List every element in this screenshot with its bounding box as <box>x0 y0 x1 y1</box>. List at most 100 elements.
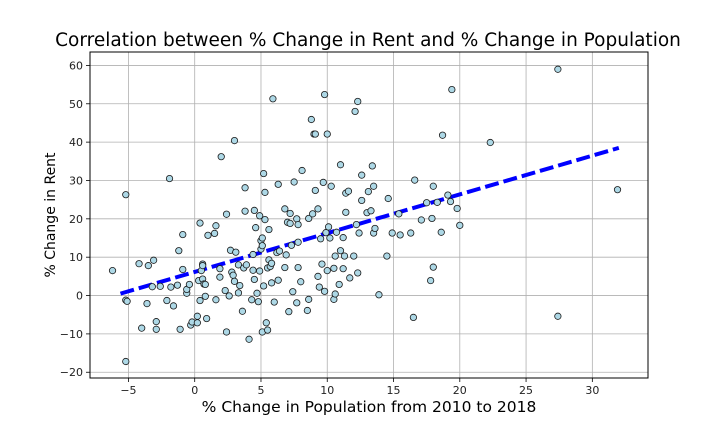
data-point <box>264 326 272 334</box>
x-tick-label: 5 <box>257 384 264 397</box>
data-point <box>409 313 418 322</box>
data-point <box>344 187 353 195</box>
data-point <box>253 289 261 297</box>
data-point <box>143 299 151 308</box>
x-tick-label: 0 <box>191 384 198 397</box>
data-point <box>196 296 204 305</box>
data-point <box>340 252 349 260</box>
data-point <box>350 252 358 260</box>
y-tick-label: 10 <box>69 251 83 264</box>
data-point <box>613 186 622 194</box>
data-point <box>305 295 313 303</box>
data-point <box>216 273 224 281</box>
x-tick-label: 15 <box>387 384 401 397</box>
data-point <box>358 196 366 205</box>
data-point <box>108 267 117 275</box>
data-point <box>407 229 415 237</box>
data-point <box>444 191 452 199</box>
data-point <box>314 272 322 280</box>
data-point <box>339 234 347 242</box>
data-point <box>270 298 278 306</box>
data-point <box>234 289 243 297</box>
data-point <box>289 288 297 296</box>
data-point <box>204 231 212 239</box>
y-tick-label: 30 <box>69 174 83 187</box>
data-point <box>383 252 391 260</box>
data-point <box>193 319 201 327</box>
x-tick-label: 20 <box>453 384 467 397</box>
x-axis-label: % Change in Population from 2010 to 2018 <box>202 398 537 416</box>
x-axis: −5 0 5 10 15 20 25 30 <box>120 378 599 397</box>
data-point <box>315 283 323 291</box>
data-point <box>165 174 174 183</box>
data-point <box>358 171 366 179</box>
data-point <box>453 204 461 213</box>
data-point <box>217 153 225 161</box>
data-point <box>332 228 341 236</box>
data-point <box>245 335 253 343</box>
data-point <box>371 224 379 233</box>
data-point <box>249 266 257 274</box>
data-point <box>275 247 284 255</box>
data-point <box>354 97 362 106</box>
data-point <box>232 248 240 256</box>
data-point <box>456 221 464 229</box>
data-point <box>176 325 184 333</box>
data-point <box>417 216 425 224</box>
data-point <box>423 199 431 207</box>
y-tick-label: 20 <box>69 213 83 226</box>
data-point <box>293 215 301 223</box>
data-point <box>307 115 315 124</box>
data-point <box>221 286 229 295</box>
data-point <box>144 262 152 270</box>
data-point <box>234 261 243 269</box>
data-point <box>230 136 239 145</box>
data-point <box>286 209 294 218</box>
data-point <box>148 283 156 291</box>
y-tick-label: 40 <box>69 136 83 149</box>
data-point <box>294 220 302 229</box>
data-point <box>152 325 160 333</box>
data-point <box>236 281 244 290</box>
plot-frame <box>89 51 649 379</box>
data-point <box>368 162 376 170</box>
y-tick-label: −20 <box>60 366 83 379</box>
data-point <box>254 298 262 306</box>
data-point <box>293 299 301 307</box>
data-point <box>428 214 436 223</box>
data-point <box>248 296 256 304</box>
data-point <box>210 229 219 238</box>
data-point <box>196 219 204 227</box>
data-point <box>252 224 260 232</box>
data-point <box>123 297 131 305</box>
data-point <box>274 276 282 284</box>
data-point <box>175 247 183 255</box>
data-point <box>258 234 266 242</box>
data-point <box>317 235 325 243</box>
data-point <box>355 229 363 237</box>
data-point <box>331 290 339 298</box>
y-axis: −20 −10 0 10 20 30 40 50 60 <box>60 59 90 379</box>
data-point <box>122 357 130 366</box>
data-point <box>285 308 293 316</box>
data-point <box>327 182 335 190</box>
data-point <box>319 178 327 186</box>
data-point <box>212 296 220 304</box>
data-point <box>256 267 264 275</box>
data-point <box>336 247 345 255</box>
data-point <box>294 263 302 272</box>
data-point <box>222 210 231 218</box>
data-point <box>411 176 419 184</box>
data-point <box>339 265 347 273</box>
data-point <box>185 280 194 289</box>
y-tick-label: 0 <box>76 290 83 303</box>
data-point <box>287 241 296 249</box>
data-point <box>486 138 494 147</box>
y-axis-label: % Change in Rent <box>43 152 59 278</box>
data-point <box>167 283 175 291</box>
data-point <box>230 277 239 285</box>
data-point <box>156 282 164 290</box>
data-point <box>351 107 359 116</box>
